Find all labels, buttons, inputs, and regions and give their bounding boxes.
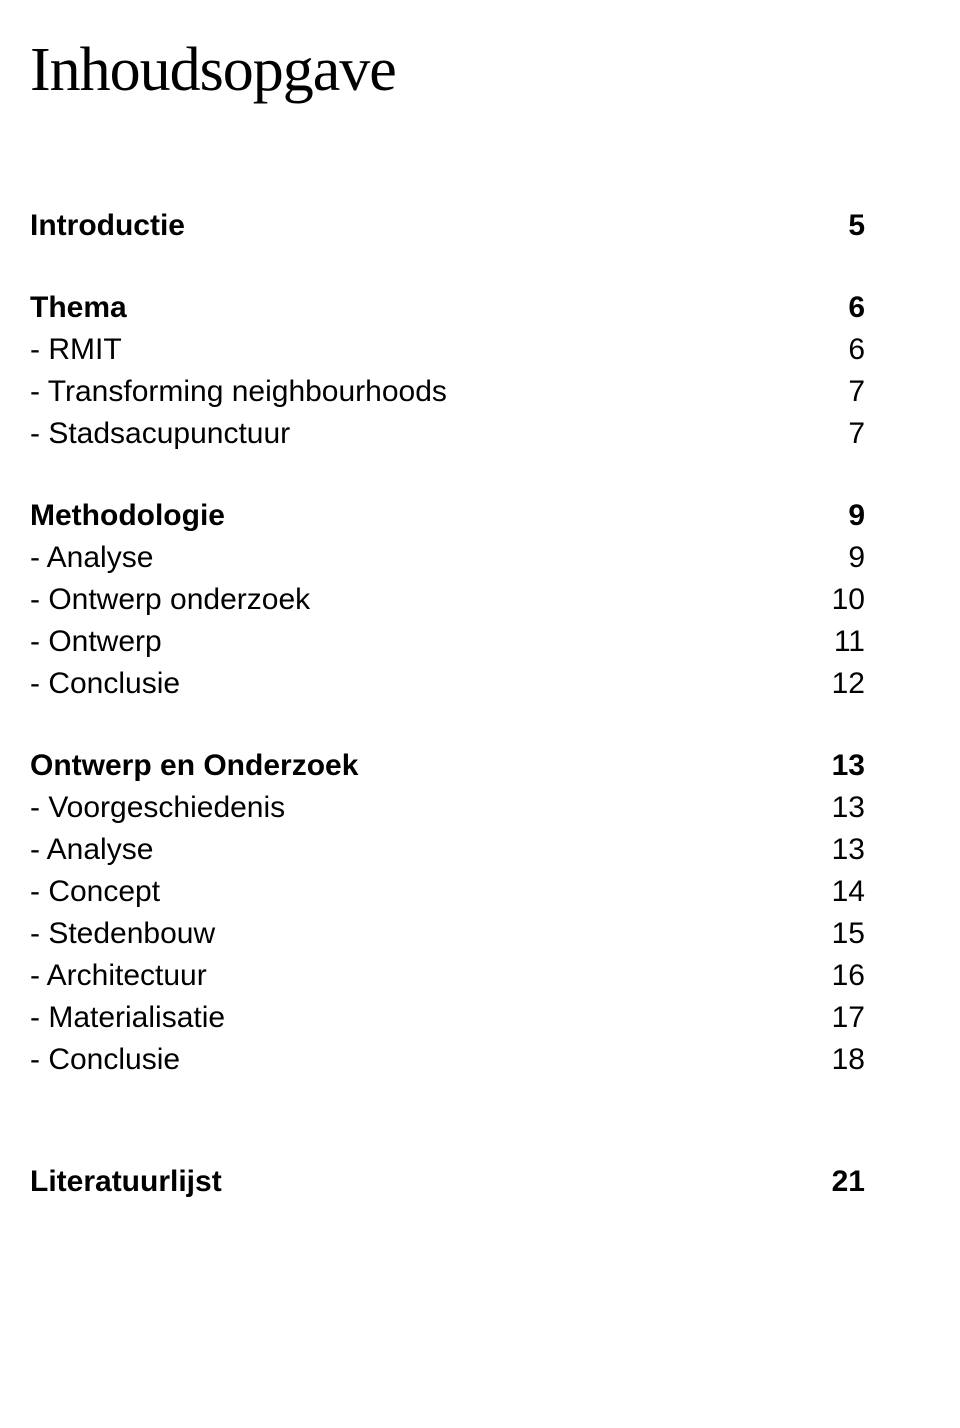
toc-label: - Concept xyxy=(30,877,805,907)
toc-label: - Voorgeschiedenis xyxy=(30,793,805,823)
toc-item: - Concept 14 xyxy=(30,877,865,907)
toc-page: 5 xyxy=(805,211,865,241)
toc-label: - Architectuur xyxy=(30,961,805,991)
toc-label: Literatuurlijst xyxy=(30,1167,805,1197)
toc-page: 7 xyxy=(805,377,865,407)
toc-item: - Conclusie 12 xyxy=(30,669,865,699)
toc-label: Thema xyxy=(30,293,805,323)
table-of-contents: Introductie 5 Thema 6 - RMIT 6 - Transfo… xyxy=(30,211,865,1197)
toc-section-heading: Introductie 5 xyxy=(30,211,865,241)
toc-page: 10 xyxy=(805,585,865,615)
toc-label: - RMIT xyxy=(30,335,805,365)
page-title: Inhoudsopgave xyxy=(30,35,865,106)
toc-label: - Transforming neighbourhoods xyxy=(30,377,805,407)
toc-label: Introductie xyxy=(30,211,805,241)
toc-page: 16 xyxy=(805,961,865,991)
toc-page: 9 xyxy=(805,501,865,531)
toc-label: Methodologie xyxy=(30,501,805,531)
toc-page: 14 xyxy=(805,877,865,907)
toc-section-heading: Literatuurlijst 21 xyxy=(30,1167,865,1197)
toc-label: - Stadsacupunctuur xyxy=(30,419,805,449)
toc-page: 12 xyxy=(805,669,865,699)
toc-section-heading: Thema 6 xyxy=(30,293,865,323)
toc-page: 15 xyxy=(805,919,865,949)
toc-item: - Voorgeschiedenis 13 xyxy=(30,793,865,823)
toc-item: - Architectuur 16 xyxy=(30,961,865,991)
toc-item: - Conclusie 18 xyxy=(30,1045,865,1075)
toc-label: - Ontwerp onderzoek xyxy=(30,585,805,615)
toc-page: 17 xyxy=(805,1003,865,1033)
toc-page: 13 xyxy=(805,793,865,823)
toc-item: - Analyse 13 xyxy=(30,835,865,865)
toc-item: - Ontwerp 11 xyxy=(30,627,865,657)
toc-page: 7 xyxy=(805,419,865,449)
toc-item: - Materialisatie 17 xyxy=(30,1003,865,1033)
toc-label: - Analyse xyxy=(30,835,805,865)
toc-label: - Analyse xyxy=(30,543,805,573)
toc-label: - Materialisatie xyxy=(30,1003,805,1033)
toc-item: - Stadsacupunctuur 7 xyxy=(30,419,865,449)
toc-label: - Conclusie xyxy=(30,1045,805,1075)
toc-section-heading: Ontwerp en Onderzoek 13 xyxy=(30,751,865,781)
toc-label: Ontwerp en Onderzoek xyxy=(30,751,805,781)
toc-page: 21 xyxy=(805,1167,865,1197)
toc-item: - Ontwerp onderzoek 10 xyxy=(30,585,865,615)
toc-label: - Ontwerp xyxy=(30,627,805,657)
toc-section-heading: Methodologie 9 xyxy=(30,501,865,531)
toc-page: 6 xyxy=(805,293,865,323)
toc-page: 18 xyxy=(805,1045,865,1075)
toc-page: 6 xyxy=(805,335,865,365)
toc-page: 9 xyxy=(805,543,865,573)
toc-page: 11 xyxy=(805,627,865,657)
toc-label: - Conclusie xyxy=(30,669,805,699)
toc-label: - Stedenbouw xyxy=(30,919,805,949)
toc-item: - Analyse 9 xyxy=(30,543,865,573)
toc-item: - Transforming neighbourhoods 7 xyxy=(30,377,865,407)
toc-page: 13 xyxy=(805,835,865,865)
toc-item: - RMIT 6 xyxy=(30,335,865,365)
toc-page: 13 xyxy=(805,751,865,781)
toc-item: - Stedenbouw 15 xyxy=(30,919,865,949)
